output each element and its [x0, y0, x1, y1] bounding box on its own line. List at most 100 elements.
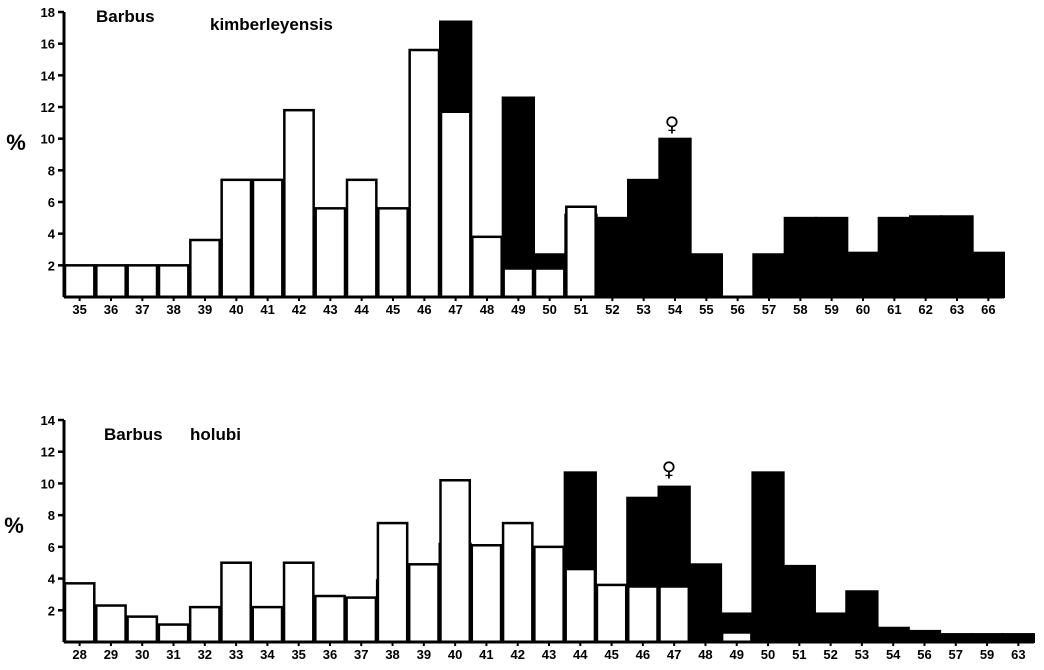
bar-black-57: [752, 253, 786, 298]
bar-black-63: [940, 215, 974, 298]
bar-white-44: [564, 567, 597, 644]
bar-black-52: [813, 612, 848, 644]
x-tick-label-47: 47: [667, 647, 681, 662]
bar-white-30: [126, 615, 159, 644]
x-tick-label-51: 51: [574, 302, 588, 317]
bar-white-31: [157, 623, 190, 644]
bar-white-32: [188, 605, 221, 644]
x-tick-label-54: 54: [668, 302, 683, 317]
bar-black-59: [815, 216, 849, 298]
bar-black-49: [501, 96, 535, 298]
bar-black-54: [658, 137, 692, 298]
x-tick-label-53: 53: [855, 647, 869, 662]
bar-black-61: [877, 216, 912, 298]
y-tick-label-10: 10: [41, 132, 55, 147]
bar-black-54: [876, 626, 910, 644]
chart-title-genus: Barbus: [96, 7, 155, 26]
bar-white-35: [282, 561, 315, 644]
y-tick-label-12: 12: [41, 445, 55, 460]
x-tick-label-41: 41: [260, 302, 274, 317]
bar-white-41: [251, 178, 284, 299]
x-tick-label-52: 52: [823, 647, 837, 662]
bar-white-46: [626, 585, 659, 644]
x-tick-label-38: 38: [385, 647, 399, 662]
bar-black-60: [846, 251, 880, 299]
bar-white-36: [314, 594, 346, 644]
y-tick-label-12: 12: [41, 100, 55, 115]
y-tick-label-10: 10: [41, 476, 55, 491]
bar-white-51: [565, 205, 597, 299]
chart-barbus-kimberleyensis: Barbus kimberleyensis % ♂ ♀ 246810121416…: [6, 5, 1006, 317]
bar-black-53: [845, 590, 879, 643]
bar-white-38: [157, 264, 190, 299]
bar-white-40: [220, 178, 253, 299]
chart-title-species: kimberleyensis: [210, 15, 333, 34]
bar-black-53: [627, 178, 661, 298]
bar-white-44: [345, 178, 378, 299]
bar-white-45: [595, 583, 628, 644]
x-tick-label-38: 38: [166, 302, 180, 317]
x-tick-label-47: 47: [448, 302, 462, 317]
x-tick-label-57: 57: [762, 302, 776, 317]
x-tick-label-48: 48: [698, 647, 712, 662]
x-tick-label-42: 42: [292, 302, 306, 317]
y-tick-label-2: 2: [48, 258, 55, 273]
x-tick-label-44: 44: [573, 647, 588, 662]
x-tick-label-40: 40: [229, 302, 243, 317]
y-axis-label: %: [4, 513, 24, 538]
x-tick-label-32: 32: [198, 647, 212, 662]
bar-black-51: [782, 564, 816, 644]
x-tick-label-54: 54: [886, 647, 901, 662]
x-tick-label-36: 36: [323, 647, 337, 662]
chart-title-species: holubi: [190, 425, 241, 444]
x-tick-label-31: 31: [166, 647, 180, 662]
female-symbol: ♀: [662, 457, 677, 481]
x-tick-label-44: 44: [354, 302, 369, 317]
bar-white-35: [63, 264, 96, 299]
x-tick-label-42: 42: [510, 647, 524, 662]
bar-white-34: [251, 605, 284, 644]
y-tick-label-8: 8: [48, 508, 55, 523]
x-tick-label-63: 63: [1011, 647, 1025, 662]
y-tick-label-4: 4: [48, 227, 56, 242]
x-tick-label-46: 46: [636, 647, 650, 662]
bar-white-50: [533, 267, 566, 299]
x-tick-label-36: 36: [104, 302, 118, 317]
x-tick-label-46: 46: [417, 302, 431, 317]
y-tick-label-18: 18: [41, 5, 55, 20]
x-tick-label-48: 48: [480, 302, 494, 317]
y-tick-label-16: 16: [41, 37, 55, 52]
bar-white-40: [439, 479, 472, 644]
y-tick-label-4: 4: [48, 572, 56, 587]
x-tick-label-63: 63: [950, 302, 964, 317]
bar-white-46: [408, 48, 441, 299]
x-tick-label-56: 56: [917, 647, 931, 662]
x-tick-label-50: 50: [761, 647, 775, 662]
x-tick-label-35: 35: [291, 647, 305, 662]
bar-black-58: [783, 216, 818, 298]
x-tick-label-45: 45: [386, 302, 400, 317]
bars: [63, 20, 1006, 299]
x-tick-label-37: 37: [135, 302, 149, 317]
y-tick-label-14: 14: [41, 413, 56, 428]
bar-white-41: [470, 544, 503, 644]
bar-white-39: [407, 563, 440, 644]
x-tick-label-59: 59: [980, 647, 994, 662]
chart-barbus-holubi: Barbus holubi % ♂ ♀ 24681012142829303132…: [4, 413, 1035, 662]
bar-white-38: [376, 521, 409, 644]
x-tick-label-45: 45: [604, 647, 618, 662]
x-tick-label-66: 66: [981, 302, 995, 317]
bar-white-47: [658, 585, 691, 644]
x-tick-label-61: 61: [887, 302, 901, 317]
bar-white-43: [533, 545, 565, 644]
bar-white-29: [95, 604, 127, 644]
x-tick-label-37: 37: [354, 647, 368, 662]
x-tick-label-50: 50: [542, 302, 556, 317]
x-tick-label-40: 40: [448, 647, 462, 662]
x-tick-label-56: 56: [730, 302, 744, 317]
x-tick-label-60: 60: [856, 302, 870, 317]
female-symbol: ♀: [665, 112, 680, 136]
x-tick-label-53: 53: [636, 302, 650, 317]
bar-black-48: [688, 563, 723, 643]
bar-white-36: [95, 264, 127, 299]
